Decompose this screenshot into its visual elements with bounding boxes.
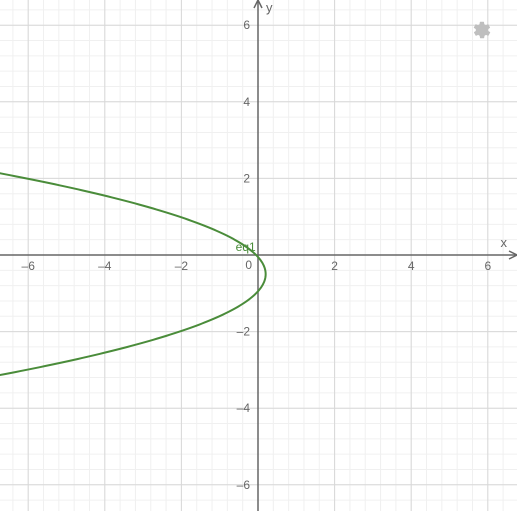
gear-icon[interactable]: [472, 20, 492, 40]
y-tick-label: 6: [243, 18, 250, 32]
origin-label: 0: [245, 258, 252, 272]
y-tick-label: –6: [237, 478, 251, 492]
y-tick-label: –2: [237, 325, 251, 339]
graph-plot: –6 –4 –2 2 4 6 –6 –4 –2 2 4 6 0 x y eq1: [0, 0, 517, 511]
x-tick-label: –6: [22, 259, 36, 273]
chart-svg: –6 –4 –2 2 4 6 –6 –4 –2 2 4 6 0 x y eq1: [0, 0, 517, 511]
x-tick-label: 2: [331, 259, 338, 273]
x-tick-label: –2: [175, 259, 189, 273]
x-tick-label: 4: [408, 259, 415, 273]
y-tick-label: –4: [237, 401, 251, 415]
curve-label: eq1: [236, 240, 256, 254]
y-tick-label: 4: [243, 95, 250, 109]
y-tick-label: 2: [243, 171, 250, 185]
x-tick-label: 6: [484, 259, 491, 273]
y-axis-label: y: [266, 0, 273, 15]
x-axis-label: x: [501, 235, 508, 250]
x-tick-label: –4: [98, 259, 112, 273]
